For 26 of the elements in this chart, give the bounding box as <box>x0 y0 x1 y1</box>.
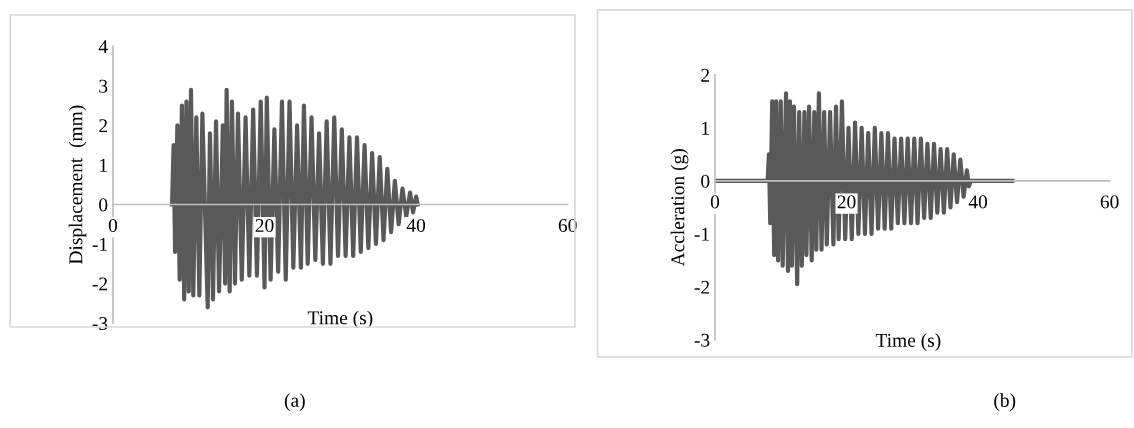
x-tick-label: 40 <box>968 195 988 209</box>
y-tick-label: -2 <box>92 277 108 291</box>
x-tick-label: 0 <box>710 195 720 209</box>
y-tick-label: -1 <box>92 237 107 251</box>
y-tick-label: -3 <box>694 333 710 347</box>
y-tick-label: 2 <box>99 119 108 133</box>
y-tick-label: 3 <box>99 79 108 93</box>
y-tick-label: 1 <box>702 121 709 135</box>
x-tick-label: 60 <box>1100 195 1119 209</box>
y-axis-title: Accleration (g) <box>670 149 689 267</box>
y-tick-label: 4 <box>98 40 108 53</box>
y-tick-label: -2 <box>694 280 710 294</box>
x-axis-title: Time (s) <box>307 310 373 329</box>
x-tick-label: 20 <box>837 195 856 209</box>
y-tick-label: -1 <box>694 227 709 241</box>
x-tick-label: 20 <box>255 218 274 233</box>
y-tick-label: 1 <box>100 158 107 172</box>
y-tick-label: 0 <box>701 174 710 188</box>
y-tick-label: -3 <box>92 317 108 331</box>
text: (a) <box>284 393 305 411</box>
x-axis-title: Time (s) <box>875 333 941 351</box>
y-tick-label: 2 <box>701 68 710 82</box>
x-tick-label: 40 <box>406 218 426 233</box>
text: (b) <box>994 393 1016 411</box>
x-tick-label: 60 <box>558 218 577 233</box>
y-axis-title: Displacement (mm) <box>68 105 87 265</box>
